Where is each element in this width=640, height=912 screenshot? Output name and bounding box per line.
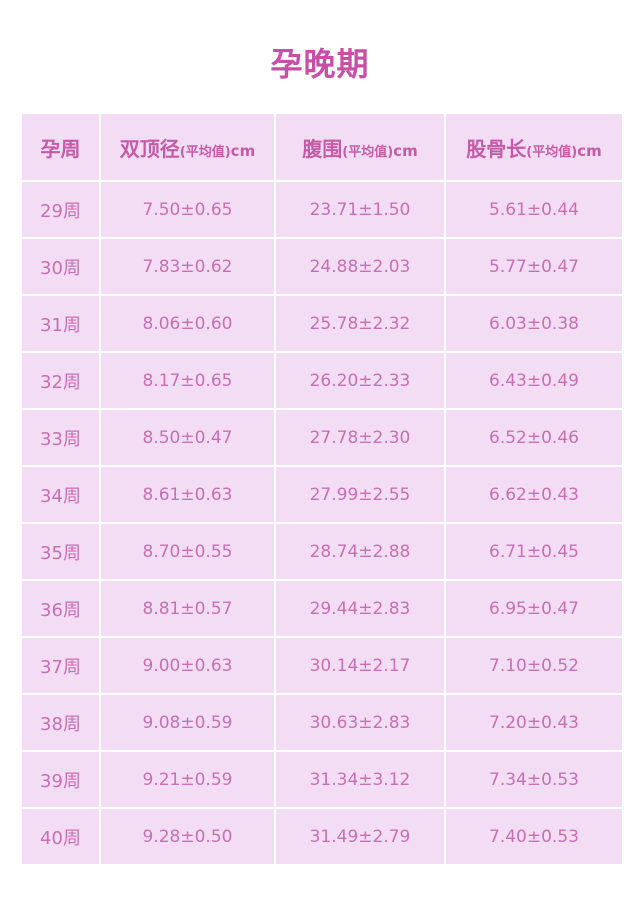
week-cell: 35周 <box>20 522 101 581</box>
fl-cell: 6.03±0.38 <box>444 294 624 353</box>
ac-cell: 31.34±3.12 <box>274 750 446 809</box>
bpd-cell: 8.81±0.57 <box>99 579 276 638</box>
bpd-cell: 8.70±0.55 <box>99 522 276 581</box>
fl-cell: 6.95±0.47 <box>444 579 624 638</box>
header-unit: cm <box>393 141 418 160</box>
bpd-cell: 8.06±0.60 <box>99 294 276 353</box>
ac-cell: 25.78±2.32 <box>274 294 446 353</box>
header-sub: (平均值) <box>526 144 578 160</box>
bpd-cell: 9.00±0.63 <box>99 636 276 695</box>
fl-cell: 6.71±0.45 <box>444 522 624 581</box>
table-row: 31周 8.06±0.60 25.78±2.32 6.03±0.38 <box>20 294 624 353</box>
bpd-cell: 9.08±0.59 <box>99 693 276 752</box>
header-sub: (平均值) <box>179 144 231 160</box>
fl-cell: 7.10±0.52 <box>444 636 624 695</box>
table-row: 29周 7.50±0.65 23.71±1.50 5.61±0.44 <box>20 180 624 239</box>
week-cell: 37周 <box>20 636 101 695</box>
header-gestational-week: 孕周 <box>20 112 101 182</box>
week-cell: 36周 <box>20 579 101 638</box>
table-row: 32周 8.17±0.65 26.20±2.33 6.43±0.49 <box>20 351 624 410</box>
ac-cell: 29.44±2.83 <box>274 579 446 638</box>
fl-cell: 6.52±0.46 <box>444 408 624 467</box>
header-unit: cm <box>230 141 256 160</box>
table-row: 37周 9.00±0.63 30.14±2.17 7.10±0.52 <box>20 636 624 695</box>
ac-cell: 24.88±2.03 <box>274 237 446 296</box>
table-row: 38周 9.08±0.59 30.63±2.83 7.20±0.43 <box>20 693 624 752</box>
fl-cell: 6.43±0.49 <box>444 351 624 410</box>
week-cell: 34周 <box>20 465 101 524</box>
week-cell: 33周 <box>20 408 101 467</box>
header-abdominal-circumference: 腹围(平均值)cm <box>274 112 446 182</box>
week-cell: 38周 <box>20 693 101 752</box>
table-row: 33周 8.50±0.47 27.78±2.30 6.52±0.46 <box>20 408 624 467</box>
header-femur-length: 股骨长(平均值)cm <box>444 112 624 182</box>
week-cell: 30周 <box>20 237 101 296</box>
ac-cell: 27.99±2.55 <box>274 465 446 524</box>
week-cell: 40周 <box>20 807 101 866</box>
bpd-cell: 7.83±0.62 <box>99 237 276 296</box>
bpd-cell: 8.50±0.47 <box>99 408 276 467</box>
table-header-row: 孕周 双顶径(平均值)cm 腹围(平均值)cm 股骨长(平均值)cm <box>20 112 624 182</box>
table-row: 39周 9.21±0.59 31.34±3.12 7.34±0.53 <box>20 750 624 809</box>
page-title: 孕晚期 <box>270 45 370 83</box>
table-row: 35周 8.70±0.55 28.74±2.88 6.71±0.45 <box>20 522 624 581</box>
table-row: 36周 8.81±0.57 29.44±2.83 6.95±0.47 <box>20 579 624 638</box>
fl-cell: 7.34±0.53 <box>444 750 624 809</box>
fetal-growth-table: 孕周 双顶径(平均值)cm 腹围(平均值)cm 股骨长(平均值)cm 29周 7… <box>20 112 624 866</box>
ac-cell: 28.74±2.88 <box>274 522 446 581</box>
ac-cell: 26.20±2.33 <box>274 351 446 410</box>
fl-cell: 7.20±0.43 <box>444 693 624 752</box>
header-unit: cm <box>577 141 602 160</box>
ac-cell: 30.14±2.17 <box>274 636 446 695</box>
header-main: 孕周 <box>40 136 81 161</box>
bpd-cell: 7.50±0.65 <box>99 180 276 239</box>
bpd-cell: 9.28±0.50 <box>99 807 276 866</box>
bpd-cell: 8.17±0.65 <box>99 351 276 410</box>
table-row: 30周 7.83±0.62 24.88±2.03 5.77±0.47 <box>20 237 624 296</box>
ac-cell: 30.63±2.83 <box>274 693 446 752</box>
ac-cell: 27.78±2.30 <box>274 408 446 467</box>
week-cell: 29周 <box>20 180 101 239</box>
header-biparietal-diameter: 双顶径(平均值)cm <box>99 112 276 182</box>
week-cell: 31周 <box>20 294 101 353</box>
header-main: 双顶径 <box>119 136 180 161</box>
header-sub: (平均值) <box>342 144 394 160</box>
fl-cell: 5.77±0.47 <box>444 237 624 296</box>
ac-cell: 31.49±2.79 <box>274 807 446 866</box>
fl-cell: 7.40±0.53 <box>444 807 624 866</box>
header-main: 腹围 <box>302 136 343 161</box>
header-main: 股骨长 <box>466 136 527 161</box>
fl-cell: 5.61±0.44 <box>444 180 624 239</box>
fl-cell: 6.62±0.43 <box>444 465 624 524</box>
week-cell: 32周 <box>20 351 101 410</box>
bpd-cell: 8.61±0.63 <box>99 465 276 524</box>
table-row: 40周 9.28±0.50 31.49±2.79 7.40±0.53 <box>20 807 624 866</box>
table-row: 34周 8.61±0.63 27.99±2.55 6.62±0.43 <box>20 465 624 524</box>
bpd-cell: 9.21±0.59 <box>99 750 276 809</box>
week-cell: 39周 <box>20 750 101 809</box>
ac-cell: 23.71±1.50 <box>274 180 446 239</box>
